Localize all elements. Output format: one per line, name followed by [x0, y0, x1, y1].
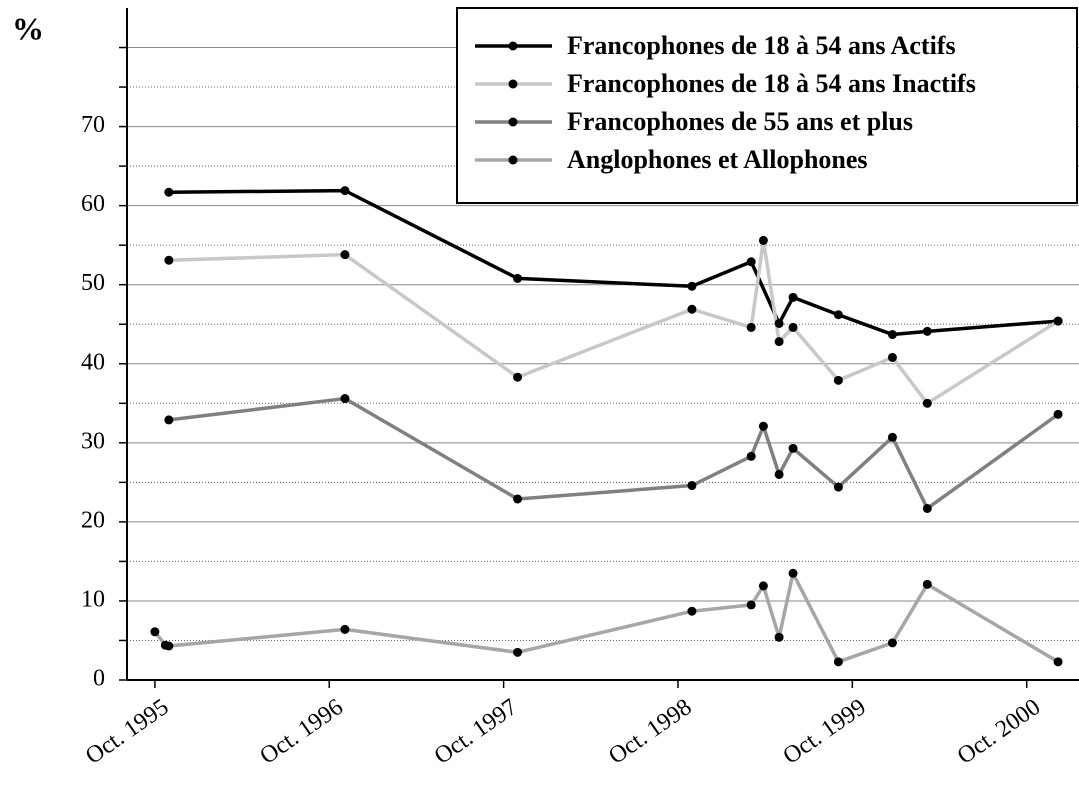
data-point	[513, 372, 523, 382]
data-point	[833, 310, 843, 320]
data-point	[758, 581, 768, 591]
data-point	[922, 579, 932, 589]
data-point	[513, 647, 523, 657]
data-point	[887, 352, 897, 362]
data-point	[833, 375, 843, 385]
data-point	[922, 398, 932, 408]
y-tick-label: 70	[81, 112, 105, 138]
y-tick-label: 20	[81, 507, 105, 533]
data-point	[340, 624, 350, 634]
series-line	[153, 571, 1059, 664]
data-point	[758, 421, 768, 431]
y-tick-label: 30	[81, 428, 105, 454]
data-point	[340, 394, 350, 404]
data-point	[687, 304, 697, 314]
y-tick-label: 40	[81, 349, 105, 375]
legend-label: Anglophones et Allophones	[567, 145, 868, 174]
data-point	[164, 255, 174, 265]
data-point	[1053, 409, 1063, 419]
data-point	[340, 186, 350, 196]
data-point	[150, 627, 160, 637]
data-point	[746, 600, 756, 610]
data-point	[922, 326, 932, 336]
x-tick-label: Oct. 1999	[778, 694, 870, 770]
data-point	[788, 568, 798, 578]
x-tick-label: Oct. 1998	[604, 694, 696, 770]
legend-box	[456, 7, 1078, 204]
data-point	[887, 432, 897, 442]
data-point	[758, 235, 768, 245]
data-point	[687, 281, 697, 291]
data-point	[774, 318, 784, 328]
series-line	[168, 396, 1060, 511]
x-tick-label: Oct. 1995	[81, 694, 173, 770]
data-point	[164, 187, 174, 197]
data-point	[1053, 657, 1063, 667]
data-point	[887, 330, 897, 340]
data-point	[687, 481, 697, 491]
x-tick-label: Oct. 2000	[953, 694, 1045, 770]
data-point	[1053, 316, 1063, 326]
legend-marker	[508, 117, 518, 127]
data-point	[788, 443, 798, 453]
legend-marker	[508, 79, 518, 89]
y-tick-label: 10	[81, 586, 105, 612]
y-tick-label: 50	[81, 270, 105, 296]
x-tick-label: Oct. 1997	[430, 694, 522, 770]
x-tick-label: Oct. 1996	[255, 694, 347, 770]
legend-label: Francophones de 18 à 54 ans Actifs	[567, 31, 956, 60]
series-line	[168, 238, 1060, 406]
data-point	[774, 469, 784, 479]
data-point	[774, 632, 784, 642]
data-point	[746, 322, 756, 332]
data-point	[887, 638, 897, 648]
data-point	[833, 657, 843, 667]
data-point	[746, 257, 756, 267]
y-tick-label: 60	[81, 191, 105, 217]
data-point	[164, 415, 174, 425]
data-point	[788, 292, 798, 302]
data-point	[922, 503, 932, 513]
legend-label: Francophones de 18 à 54 ans Inactifs	[567, 69, 976, 98]
data-point	[687, 606, 697, 616]
data-point	[746, 451, 756, 461]
data-point	[340, 250, 350, 260]
data-point	[164, 641, 174, 651]
data-point	[513, 494, 523, 504]
y-tick-label: 0	[93, 666, 105, 692]
data-point	[833, 482, 843, 492]
data-point	[788, 322, 798, 332]
legend-marker	[508, 155, 518, 165]
y-axis-label: %	[12, 10, 44, 46]
legend-marker	[508, 41, 518, 51]
series-line	[168, 188, 1059, 337]
data-point	[513, 273, 523, 283]
legend-label: Francophones de 55 ans et plus	[567, 107, 913, 136]
data-point	[774, 337, 784, 347]
